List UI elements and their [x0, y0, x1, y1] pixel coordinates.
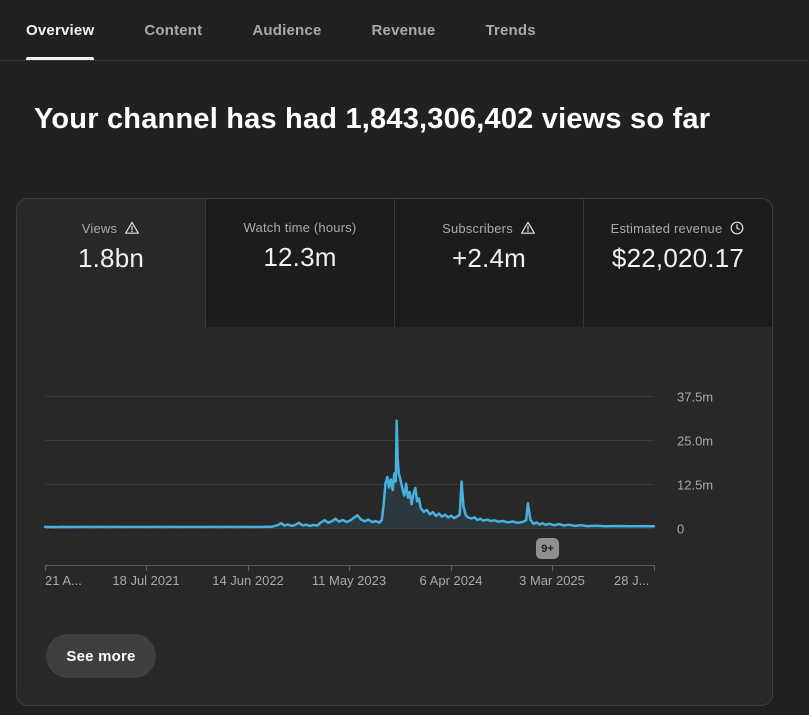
y-tick-37-5m: 37.5m [677, 389, 714, 405]
x-tick-label-1: 18 Jul 2021 [112, 573, 180, 588]
x-tick-mark [45, 565, 46, 571]
metric-label-estimated-revenue: Estimated revenue [610, 220, 723, 236]
page-title: Your channel has had 1,843,306,402 views… [34, 103, 711, 135]
views-line-series[interactable] [43, 389, 656, 534]
x-tick-label-2: 14 Jun 2022 [212, 573, 284, 588]
metric-value-estimated-revenue: $22,020.17 [611, 243, 745, 273]
x-tick-mark [248, 565, 249, 571]
x-tick-label-0: 21 A... [45, 573, 82, 588]
metric-card-subscribers[interactable]: Subscribers +2.4m [394, 199, 583, 327]
x-tick-label-6: 28 J... [614, 573, 650, 588]
metric-card-views[interactable]: Views 1.8bn [17, 199, 205, 327]
tab-trends[interactable]: Trends [485, 21, 536, 39]
metric-label-watch-time: Watch time (hours) [243, 220, 357, 235]
x-tick-label-4: 6 Apr 2024 [419, 573, 483, 588]
x-tick-mark [146, 565, 147, 571]
tab-overview[interactable]: Overview [26, 0, 95, 60]
x-tick-mark [451, 565, 452, 571]
y-tick-12-5m: 12.5m [677, 477, 714, 493]
metric-card-estimated-revenue[interactable]: Estimated revenue $22,020.17 [583, 199, 772, 327]
gridline-12-5m [45, 484, 654, 485]
metric-value-watch-time: 12.3m [263, 242, 337, 272]
x-tick-label-3: 11 May 2023 [311, 573, 387, 588]
metric-label-views: Views [81, 220, 118, 236]
see-more-button[interactable]: See more [46, 634, 156, 678]
x-tick-mark [552, 565, 553, 571]
metric-value-views: 1.8bn [77, 243, 145, 273]
metric-card-watch-time[interactable]: Watch time (hours) 12.3m [205, 199, 394, 327]
warning-icon [520, 220, 536, 236]
x-tick-label-5: 3 Mar 2025 [519, 573, 585, 588]
x-axis-line [45, 565, 655, 566]
analytics-tab-bar: Overview Content Audience Revenue Trends [0, 0, 809, 61]
y-tick-0: 0 [677, 521, 685, 537]
tab-revenue[interactable]: Revenue [371, 21, 436, 39]
tab-audience[interactable]: Audience [252, 21, 322, 39]
x-tick-mark [654, 565, 655, 571]
metric-card-row: Views 1.8bn Watch time (hours) 12.3m [17, 199, 772, 327]
analytics-summary-panel: Views 1.8bn Watch time (hours) 12.3m [16, 198, 773, 706]
gridline-0 [45, 528, 654, 529]
events-overflow-badge[interactable]: 9+ [536, 538, 559, 559]
line-area-fill [45, 420, 654, 528]
clock-icon [729, 220, 745, 236]
tab-content[interactable]: Content [144, 21, 203, 39]
metric-value-subscribers: +2.4m [452, 243, 526, 273]
metric-label-subscribers: Subscribers [442, 220, 513, 236]
line-path [43, 419, 656, 529]
x-tick-mark [349, 565, 350, 571]
gridline-25-0m [45, 440, 654, 441]
gridline-37-5m [45, 396, 654, 397]
warning-icon [124, 220, 140, 236]
y-tick-25-0m: 25.0m [677, 433, 714, 449]
